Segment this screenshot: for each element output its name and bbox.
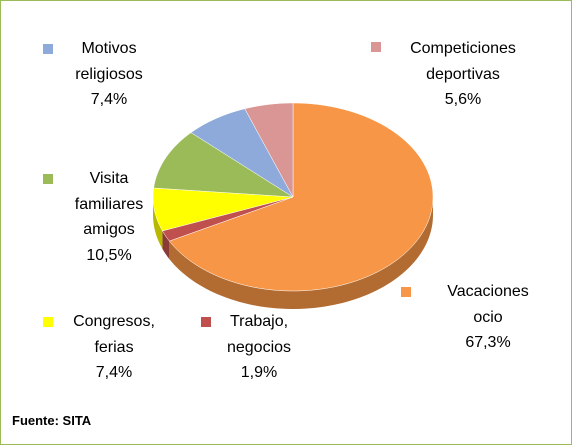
source-note: Fuente: SITA xyxy=(12,413,92,428)
pie-slice xyxy=(152,187,294,232)
category-label: Vacaciones ocio xyxy=(447,283,529,326)
category-label: Congresos, ferias xyxy=(73,313,155,356)
data-label: Congresos, ferias 7,4% xyxy=(64,309,164,386)
pie-slice xyxy=(190,108,294,198)
legend-swatch xyxy=(43,174,53,184)
pie-slice-side xyxy=(162,230,170,260)
data-label: Competiciones deportivas 5,6% xyxy=(398,36,528,113)
pie-slice xyxy=(168,102,434,292)
category-label: Competiciones deportivas xyxy=(410,40,516,83)
data-label: Vacaciones ocio 67,3% xyxy=(438,279,538,356)
data-label: Trabajo, negocios 1,9% xyxy=(209,309,309,386)
category-label: Visita familiares amigos xyxy=(74,170,144,238)
legend-swatch xyxy=(401,287,411,297)
value-label: 67,3% xyxy=(465,334,511,351)
value-label: 7,4% xyxy=(95,364,133,381)
category-label: Trabajo, negocios xyxy=(226,313,292,356)
value-label: 1,9% xyxy=(240,364,278,381)
data-label: Visita familiares amigos 10,5% xyxy=(69,166,149,268)
data-label: Motivos religiosos 7,4% xyxy=(59,36,159,113)
legend-swatch xyxy=(371,42,381,52)
value-label: 5,6% xyxy=(444,91,482,108)
pie-slice-side xyxy=(169,197,433,309)
legend-swatch xyxy=(43,44,53,54)
value-label: 10,5% xyxy=(86,246,132,264)
pie-slice xyxy=(153,132,294,198)
value-label: 7,4% xyxy=(90,91,128,108)
pie-slice xyxy=(244,102,294,198)
pie-slice-side xyxy=(153,197,163,249)
legend-swatch xyxy=(43,317,53,327)
legend-swatch xyxy=(201,317,211,327)
category-label: Motivos religiosos xyxy=(75,40,143,83)
